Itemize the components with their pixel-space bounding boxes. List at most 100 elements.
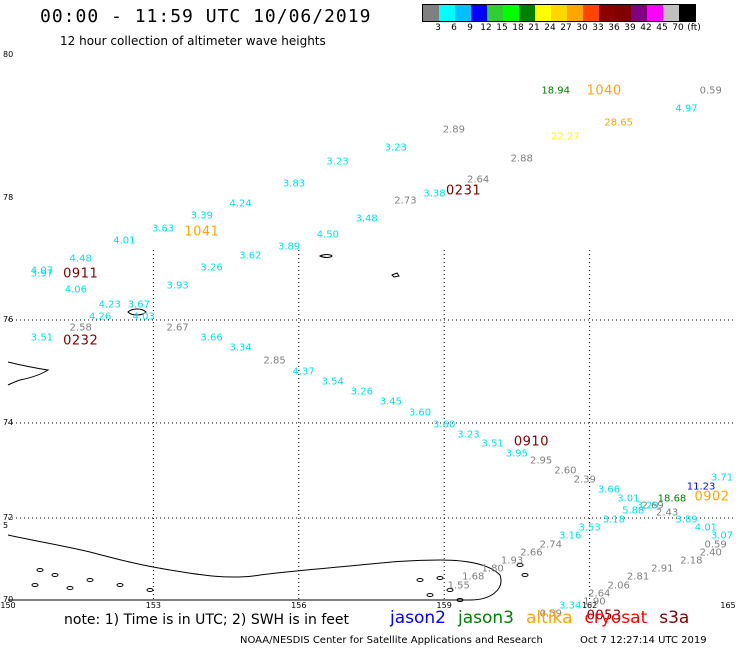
colorbar-swatch: [423, 5, 439, 21]
wave-height-value: 2.40: [699, 547, 722, 559]
page-subtitle: 12 hour collection of altimeter wave hei…: [60, 34, 326, 48]
footer-timestamp: Oct 7 12:27:14 UTC 2019: [580, 635, 707, 646]
colorbar-swatch: [567, 5, 583, 21]
small-island: [436, 576, 444, 580]
wave-height-value: 3.01: [617, 493, 640, 505]
wave-height-value: 4.24: [229, 198, 252, 210]
wave-height-value: 3.23: [384, 142, 407, 154]
small-island: [521, 573, 529, 577]
colorbar-label: 36: [608, 23, 620, 33]
legend-jason3: jason3: [458, 608, 514, 628]
wave-height-value: 3.18: [602, 514, 625, 526]
wave-height-value: 3.97: [30, 268, 54, 280]
lat-label: 70: [3, 595, 14, 604]
colorbar-label: 24: [544, 23, 556, 33]
colorbar-swatch: [599, 5, 615, 21]
small-island: [36, 568, 44, 572]
wave-height-value: 3.89: [675, 514, 698, 526]
wave-height-value: 3.89: [277, 241, 301, 253]
colorbar-label: 45: [656, 23, 668, 33]
colorbar-swatch: [551, 5, 567, 21]
pass-time-label: 0911: [63, 266, 99, 282]
wave-height-value: 3.51: [30, 332, 54, 344]
island-1: [127, 308, 147, 316]
wave-height-value: 4.37: [292, 366, 315, 377]
wave-height-value: 1.90: [583, 596, 606, 608]
colorbar-label: (ft): [687, 23, 701, 33]
wave-height-value: 22.27: [551, 131, 580, 143]
wave-height-value: 1.80: [481, 563, 504, 575]
lat-label: 5: [3, 521, 9, 531]
coastline-island-west: [7, 361, 50, 386]
wave-height-value: 4.06: [64, 284, 87, 295]
wave-height-value: 3.54: [321, 376, 344, 388]
colorbar-swatch: [487, 5, 503, 21]
wave-height-value: 3.39: [190, 210, 213, 222]
wave-height-value: 3.34: [229, 342, 252, 354]
coastline: [7, 254, 502, 601]
wave-height-value: 0.59: [539, 608, 562, 620]
wave-height-value: 3.63: [151, 223, 175, 234]
colorbar-label: 30: [576, 23, 588, 33]
colorbar-label: 9: [467, 23, 473, 33]
wave-height-value: 3.26: [350, 386, 373, 398]
colorbar-swatch: [583, 5, 599, 21]
wave-height-value: 18.94: [541, 85, 570, 97]
wave-height-value: 3.26: [200, 262, 223, 274]
wave-height-value: 3.62: [239, 250, 262, 262]
lon-label: 153: [145, 601, 162, 610]
page-title: 00:00 - 11:59 UTC 10/06/2019: [40, 6, 372, 27]
wave-height-value: 4.03: [132, 311, 155, 323]
wave-height-value: 2.39: [573, 474, 596, 486]
colorbar-label: 27: [560, 23, 572, 33]
wave-height-value: 4.26: [88, 311, 112, 323]
wave-height-value: 2.66: [520, 547, 543, 559]
wave-height-value: 4.97: [675, 103, 698, 115]
colorbar-label: 21: [528, 23, 540, 33]
wave-height-value: 3.71: [710, 472, 734, 484]
wave-height-value: 3.66: [200, 332, 223, 344]
lat-label: 78: [3, 193, 14, 202]
wave-height-value: 4.07: [30, 265, 54, 277]
wave-height-value: 3.83: [282, 178, 306, 190]
lat-label: 74: [3, 418, 14, 427]
pass-time-label: 0053: [586, 608, 622, 624]
wave-height-value: 3.95: [505, 448, 529, 460]
lon-label: 159: [436, 601, 452, 610]
small-island: [31, 583, 39, 587]
colorbar-label: 12: [480, 23, 492, 33]
wave-height-value: 2.81: [626, 571, 650, 583]
pass-time-label: 0902: [694, 489, 730, 505]
wave-height-value: 1.55: [447, 580, 470, 592]
wave-height-value: 3.48: [355, 213, 378, 225]
colorbar-labels: 3 6 9 12 15 18 21 24 27 30 33 36 39 42 45 70 (ft): [422, 23, 740, 35]
colorbar-label: 42: [640, 23, 652, 33]
wave-height-value: 3.29: [636, 500, 659, 512]
wave-height-colorbar: [422, 4, 696, 22]
wave-height-value: 3.66: [597, 484, 621, 495]
colorbar-label: 3: [435, 23, 441, 33]
colorbar-swatch: [615, 5, 631, 21]
small-island: [446, 588, 454, 592]
small-island: [51, 573, 59, 577]
wave-height-value: 3.60: [433, 419, 456, 431]
colorbar-label: 70: [672, 23, 684, 33]
wave-height-value: 2.58: [69, 322, 92, 334]
lon-label: 162: [581, 601, 598, 610]
wave-height-value: 2.67: [166, 322, 189, 334]
wave-height-value: 4.01: [113, 235, 136, 247]
wave-height-value: 3.53: [578, 522, 601, 534]
colorbar-swatch: [503, 5, 519, 21]
colorbar-label: 39: [624, 23, 636, 33]
wave-height-value: 3.51: [481, 438, 504, 450]
wave-height-value: 3.38: [423, 188, 446, 200]
colorbar-label: 33: [592, 23, 604, 33]
island-3: [391, 272, 400, 278]
wave-height-value: 3.23: [457, 429, 480, 441]
wave-height-value: 2.95: [529, 455, 553, 467]
wave-height-value: 0.59: [699, 85, 722, 97]
small-island: [516, 563, 524, 567]
wave-height-value: 11.23: [686, 481, 716, 493]
colorbar-swatch: [663, 5, 679, 21]
